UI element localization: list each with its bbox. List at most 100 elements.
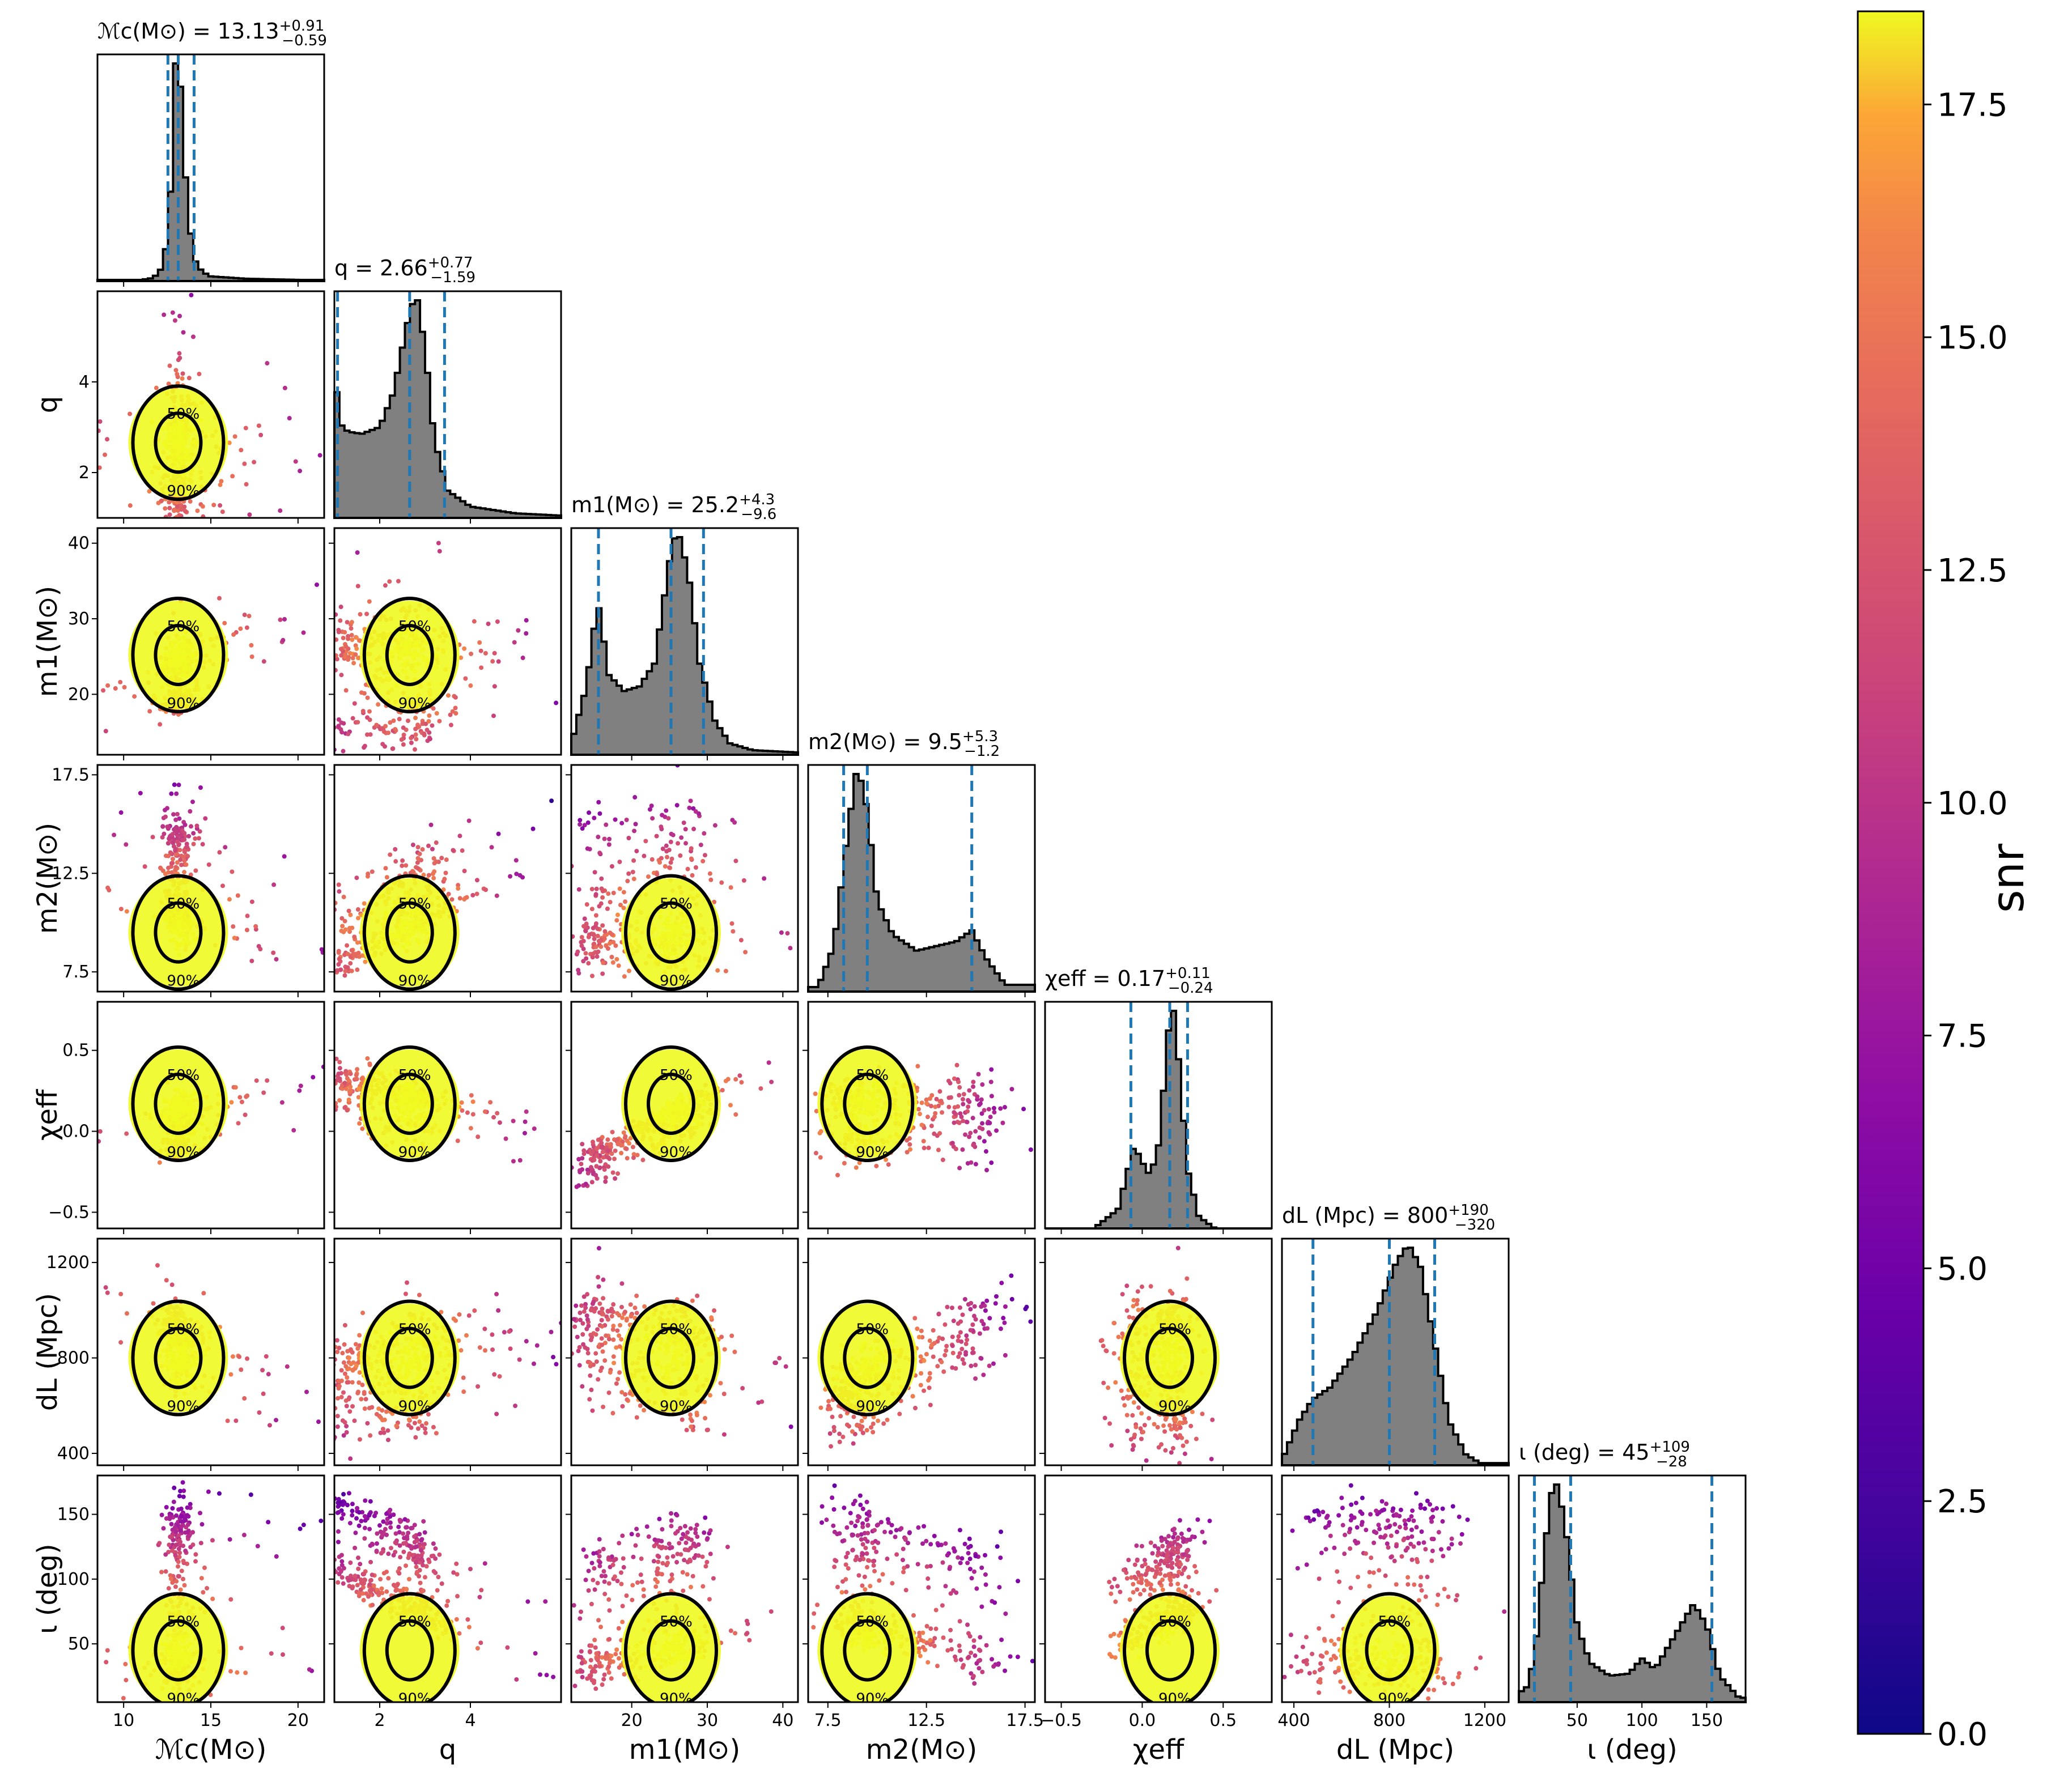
scatter-points: 50% 90% [103,1263,321,1428]
contour-label-90: 90% [856,1398,889,1415]
y-tick-label: 4 [79,372,90,392]
contour-50 [154,901,203,964]
contour-50 [385,1619,434,1682]
x-tick-label: 0.0 [1129,1711,1156,1730]
colorbar-tick-label: 5.0 [1937,1251,1988,1287]
contour-50 [154,624,203,686]
panel-chi-chi: χeff = 0.17+0.11 −0.24 [1044,965,1273,1234]
x-tick-label: 20 [287,1711,309,1730]
y-tick-label: 0.0 [62,1122,90,1142]
contour-50 [843,1073,892,1135]
contour-label-50: 50% [167,1614,199,1631]
panel-frame [96,53,325,282]
panel-inc-m1: 50% 90% 20 30 40 [566,1474,799,1730]
x-tick-label: 12.5 [907,1711,945,1730]
panel-inc-chi: 50% 90% −0.5 0.0 0.5 [1039,1474,1273,1730]
contour-label-90: 90% [660,1398,693,1415]
x-tick-label: 10 [113,1711,134,1730]
contour-90 [362,597,457,713]
panel-frame [570,1001,799,1230]
contour-50 [154,411,203,474]
y-tick-label: 12.5 [52,864,90,883]
panel-inc-inc: ι (deg) = 45+109 −28 50 100 150 [1518,1439,1747,1730]
x-tick-label: 150 [1691,1711,1723,1730]
contour-label-90: 90% [1378,1691,1411,1708]
density-core [621,878,721,987]
panel-title-dl: dL (Mpc) = 800+190 −320 [1282,1202,1495,1234]
density-core [1339,1596,1440,1702]
contour-90 [362,1045,457,1162]
y-tick-label: 150 [57,1505,90,1525]
contour-label-50: 50% [167,406,199,423]
panel-frame [333,1238,562,1466]
y-tick-label: 800 [57,1349,90,1368]
density-core [359,1596,460,1702]
panel-m1-q: 50% 90% [329,527,562,760]
contour-50 [154,1619,203,1682]
panel-chi-m1: 50% 90% [566,1001,799,1234]
panel-inc-dl: 50% 90% 400 800 1200 [1276,1474,1510,1730]
y-tick-label: 30 [68,609,90,629]
y-axis-label-m2: m2(M⊙) [32,823,63,934]
scatter-points: 50% 90% [334,1491,556,1702]
panel-dl-m1: 50% 90% [566,1238,799,1471]
y-tick-label: 20 [68,684,90,704]
panel-dl-dl: dL (Mpc) = 800+190 −320 [1281,1202,1510,1471]
panel-dl-q: 50% 90% [329,1238,562,1471]
y-tick-label: 1200 [46,1253,90,1273]
scatter-points: 50% 90% [571,1045,774,1189]
panel-title-mc: ℳc(M⊙) = 13.13+0.91 −0.59 [97,18,327,49]
contour-label-90: 90% [660,1691,693,1708]
contour-label-90: 90% [1158,1691,1191,1708]
panel-frame [333,1001,562,1230]
histogram-m1 [570,536,799,756]
colorbar-tick-label: 17.5 [1937,87,2008,124]
contour-90 [131,597,226,713]
panel-frame [333,1474,562,1703]
contour-label-90: 90% [398,695,431,712]
panel-title-inc: ι (deg) = 45+109 −28 [1519,1439,1690,1470]
y-tick-label: 7.5 [62,962,90,982]
panel-frame [570,527,799,756]
contour-label-50: 50% [398,1321,431,1338]
colorbar: 0.0 2.5 5.0 7.5 10.0 12.5 15.0 17.5 snr [1857,10,2034,1753]
density-core [128,1303,228,1413]
panel-m2-q: 50% 90% [329,764,562,997]
contour-90 [820,1592,915,1702]
density-core [359,878,460,987]
panel-title-m1: m1(M⊙) = 25.2+4.3 −9.6 [571,491,776,523]
contour-50 [1365,1619,1414,1682]
density-core [359,1049,460,1158]
density-core [128,388,228,497]
colorbar-tick-label: 7.5 [1937,1018,1988,1055]
scatter-points: 50% 90% [334,1045,537,1164]
density-core [817,1049,918,1158]
panel-frame [1044,1474,1273,1703]
contour-50 [647,1073,695,1135]
contour-90 [131,874,226,991]
scatter-points: 50% 90% [334,541,559,754]
panel-inc-m2: 50% 90% 7.5 12.5 17.5 [803,1474,1044,1730]
contour-50 [385,624,434,686]
x-axis-label-dl: dL (Mpc) [1336,1734,1454,1766]
contour-label-90: 90% [167,1144,199,1161]
contour-label-90: 90% [856,1691,889,1708]
panel-inc-mc: 50% 90% 10 15 20 50 100 150 [57,1474,325,1730]
contour-label-90: 90% [1158,1398,1191,1415]
y-tick-label: 100 [57,1570,90,1589]
panel-frame [807,1238,1036,1466]
panel-frame [1044,1001,1273,1230]
panel-q-q: q = 2.66+0.77 −1.59 [333,254,562,524]
contour-label-50: 50% [660,1067,693,1084]
contour-label-50: 50% [167,1321,199,1338]
density-core [621,1596,721,1702]
contour-label-50: 50% [660,1614,693,1631]
x-tick-label: 100 [1626,1711,1658,1730]
y-axis-label-q: q [32,396,63,413]
density-core [128,878,228,987]
contour-label-50: 50% [167,896,199,913]
scatter-points: 50% 90% [101,582,320,734]
panel-dl-chi: 50% 90% [1039,1238,1273,1471]
colorbar-tick-label: 15.0 [1937,320,2008,356]
